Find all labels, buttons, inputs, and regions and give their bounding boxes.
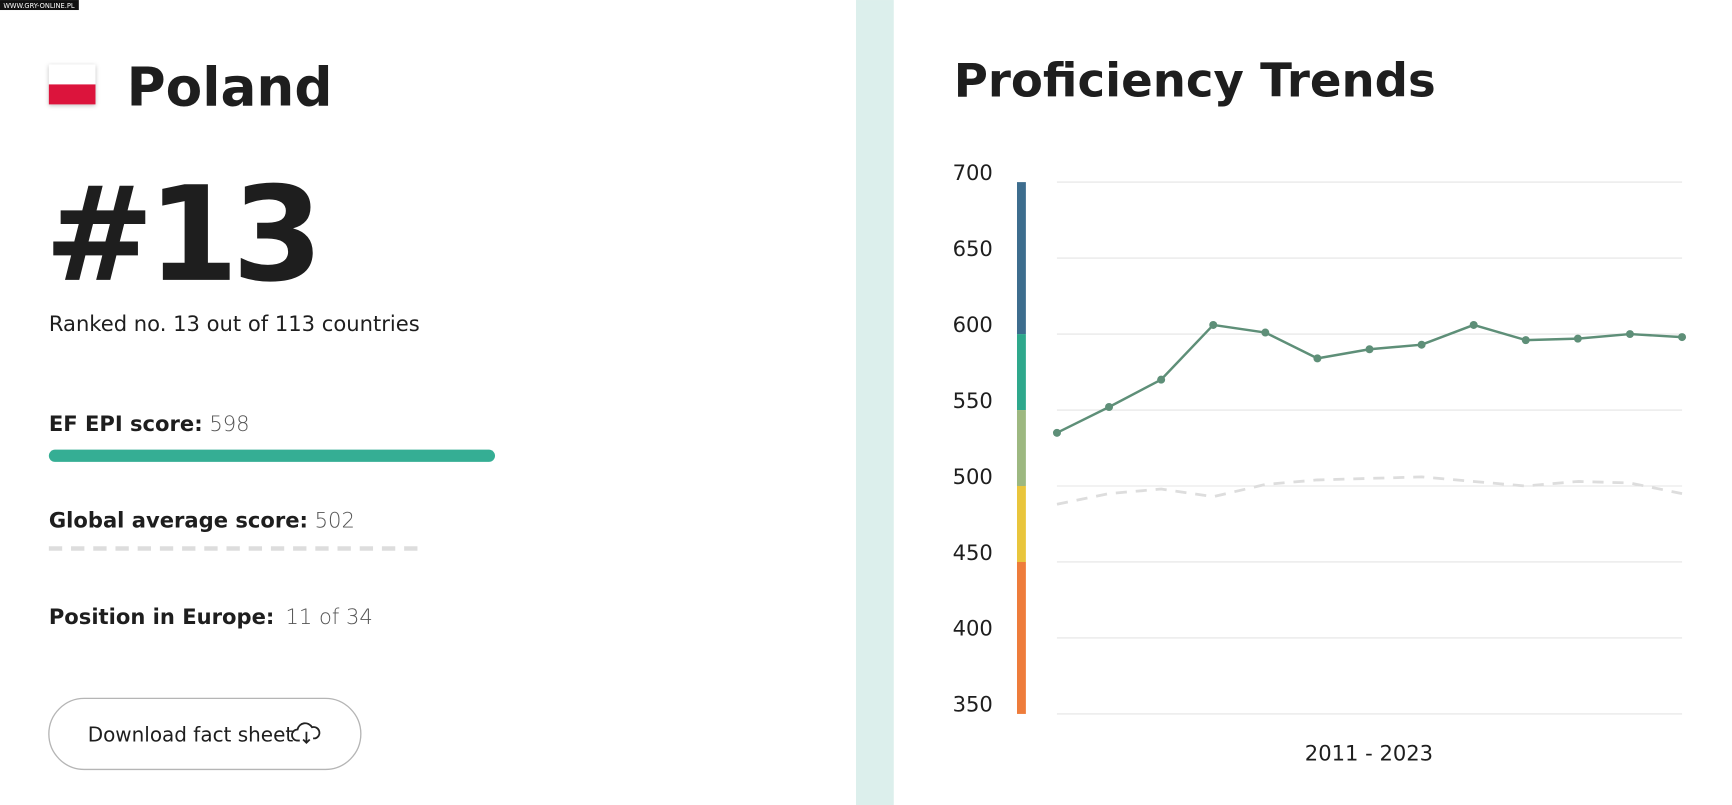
- y-tick-label: 600: [953, 312, 993, 337]
- global-row: Global average score: 502: [49, 507, 355, 532]
- point: [1573, 334, 1582, 343]
- y-tick-label: 550: [953, 388, 993, 413]
- europe-value: 11 of 34: [285, 604, 372, 629]
- point: [1052, 428, 1061, 437]
- proficiency-band: [1016, 561, 1026, 714]
- y-tick-label: 450: [953, 540, 993, 565]
- average-line: [1056, 475, 1683, 506]
- point: [1261, 328, 1270, 337]
- download-button[interactable]: Download fact sheet: [48, 697, 362, 771]
- point: [1521, 336, 1530, 345]
- x-axis-label: 2011 - 2023: [1305, 741, 1433, 766]
- y-tick-label: 400: [953, 616, 993, 641]
- global-label: Global average score:: [49, 507, 308, 532]
- button-shape[interactable]: [48, 697, 362, 771]
- point: [1105, 402, 1114, 411]
- flag: [48, 64, 96, 105]
- y-tick-label: 500: [953, 464, 993, 489]
- score-value: 598: [209, 411, 249, 436]
- right-panel: [893, 0, 1732, 805]
- proficiency-band: [1016, 334, 1026, 411]
- score-bar: [48, 449, 496, 462]
- rank: #13: [44, 158, 316, 311]
- point: [1469, 320, 1478, 329]
- left-panel: [0, 0, 856, 805]
- proficiency-band: [1016, 182, 1026, 335]
- rank-text: Ranked no. 13 out of 113 countries: [49, 311, 420, 336]
- europe-row: Position in Europe: 11 of 34: [49, 604, 373, 629]
- button-label[interactable]: Download fact sheet: [88, 723, 294, 747]
- point: [1625, 330, 1634, 339]
- country: Poland: [127, 57, 333, 119]
- europe-label: Position in Europe:: [49, 604, 275, 629]
- point: [1678, 333, 1687, 342]
- point: [1365, 345, 1374, 354]
- point: [1157, 375, 1166, 384]
- point: [1417, 340, 1426, 349]
- y-tick-label: 650: [953, 236, 993, 261]
- global-value: 502: [315, 507, 355, 532]
- score-row: EF EPI score: 598: [49, 411, 250, 436]
- point: [1313, 354, 1322, 363]
- point: [1209, 320, 1218, 329]
- score-label: EF EPI score:: [49, 411, 203, 436]
- chart-title: Proficiency Trends: [954, 54, 1436, 108]
- y-tick-label: 350: [953, 692, 993, 717]
- cloud-icon: [291, 722, 321, 745]
- watermark: WWW.GRY-ONLINE.PL: [3, 2, 75, 10]
- proficiency-band: [1016, 486, 1026, 562]
- proficiency-band: [1016, 410, 1026, 487]
- watermark-box: [0, 0, 79, 11]
- y-tick-label: 700: [953, 160, 993, 185]
